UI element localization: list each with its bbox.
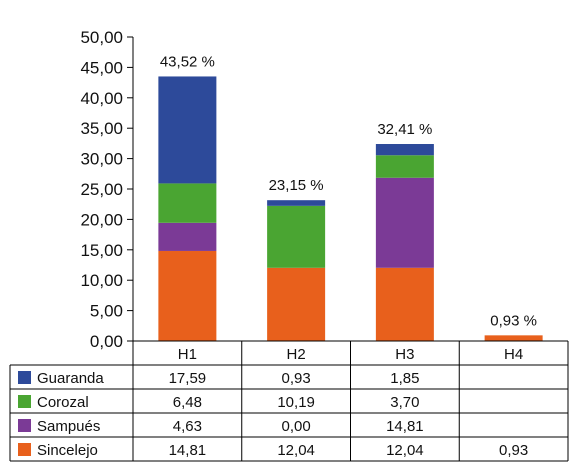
category-label-h2: H2: [287, 346, 306, 363]
bar-segment-sincelejo-h4: [484, 335, 543, 341]
total-labels: 43,52 % 23,15 % 32,41 % 0,93 %: [160, 53, 537, 329]
y-tick-label: 10,00: [80, 271, 123, 290]
table-cell: 0,93: [282, 370, 311, 387]
table-cell: 12,04: [386, 442, 424, 459]
bar-segment-corozal-h1: [158, 183, 217, 223]
bar-segment-sincelejo-h1: [158, 250, 217, 341]
bar-segment-sincelejo-h3: [375, 267, 434, 341]
table-cell: 6,48: [173, 394, 202, 411]
legend-swatch: [18, 419, 31, 432]
table-cell: 1,85: [390, 370, 419, 387]
bars: [158, 76, 543, 341]
data-table: H1 H2 H3 H4 Guaranda 17,59 0,93 1,85 Corozal 6,48…: [9, 340, 569, 462]
bar-segment-corozal-h2: [267, 205, 326, 268]
y-tick-label: 30,00: [80, 150, 123, 169]
total-label-h3: 32,41 %: [377, 121, 432, 138]
y-tick-label: 0,00: [90, 332, 123, 351]
table-cell: 0,00: [282, 418, 311, 435]
y-tick-label: 40,00: [80, 89, 123, 108]
table-cell: 3,70: [390, 394, 419, 411]
y-tick-label: 5,00: [90, 302, 123, 321]
table-cell: 4,63: [173, 418, 202, 435]
y-axis: 0,00 5,00 10,00 15,00 20,00 25,00 30,00 35,00 40…: [80, 28, 134, 351]
category-label-h4: H4: [504, 346, 523, 363]
bar-segment-sincelejo-h2: [267, 267, 326, 341]
bar-segment-guaranda-h3: [375, 144, 434, 156]
category-label-h3: H3: [395, 346, 414, 363]
bar-segment-sampu-s-h1: [158, 222, 217, 251]
bar-segment-guaranda-h2: [267, 200, 326, 206]
y-tick-label: 35,00: [80, 119, 123, 138]
table-cell: 10,19: [277, 394, 315, 411]
table-cell: 14,81: [386, 418, 424, 435]
bar-segment-sampu-s-h3: [375, 177, 434, 268]
legend-label: Sampués: [37, 418, 100, 435]
table-cell: 0,93: [499, 442, 528, 459]
legend-label: Guaranda: [37, 370, 104, 387]
y-tick-label: 20,00: [80, 210, 123, 229]
y-tick-label: 15,00: [80, 241, 123, 260]
legend-label: Corozal: [37, 394, 89, 411]
legend-swatch: [18, 443, 31, 456]
table-cell: 17,59: [169, 370, 207, 387]
category-label-h1: H1: [178, 346, 197, 363]
y-tick-label: 45,00: [80, 58, 123, 77]
table-cell: 12,04: [277, 442, 315, 459]
y-tick-label: 50,00: [80, 28, 123, 47]
y-tick-label: 25,00: [80, 180, 123, 199]
total-label-h1: 43,52 %: [160, 53, 215, 70]
bar-segment-corozal-h3: [375, 155, 434, 178]
legend-swatch: [18, 395, 31, 408]
legend-swatch: [18, 371, 31, 384]
total-label-h4: 0,93 %: [490, 312, 537, 329]
bar-segment-guaranda-h1: [158, 76, 217, 184]
table-cell: 14,81: [169, 442, 207, 459]
total-label-h2: 23,15 %: [269, 177, 324, 194]
legend-label: Sincelejo: [37, 442, 98, 459]
